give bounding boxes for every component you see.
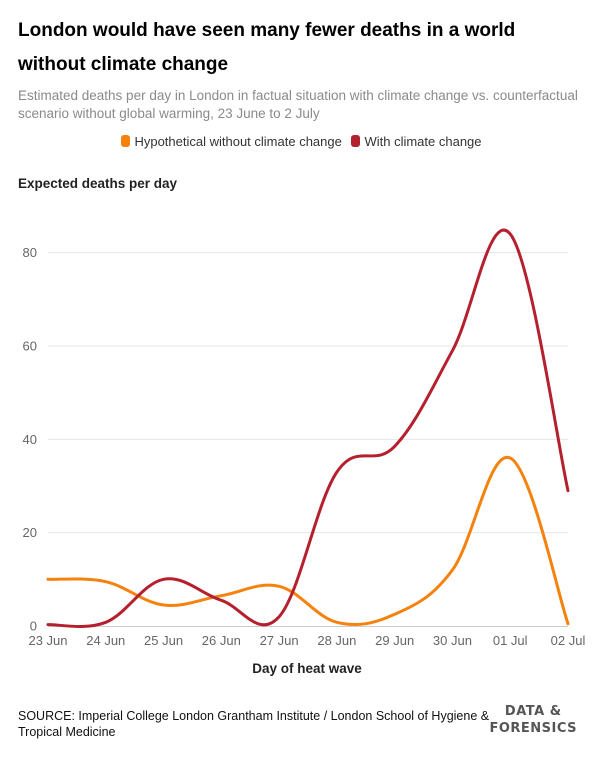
x-tick-label: 23 Jun: [28, 633, 67, 648]
chart-title: London would have seen many fewer deaths…: [18, 20, 516, 75]
legend-swatch-without: [121, 135, 131, 147]
series-line-with-climate-change: [46, 229, 570, 628]
x-tick-label: 02 Jul: [551, 633, 586, 648]
x-tick-label: 30 Jun: [433, 633, 472, 648]
y-axis-title: Expected deaths per day: [18, 176, 178, 191]
y-tick-label: 0: [30, 619, 37, 634]
chart-subtitle: Estimated deaths per day in London in fa…: [18, 88, 578, 121]
legend-label-with: With climate change: [364, 134, 482, 149]
y-tick-label: 80: [23, 245, 37, 260]
x-tick-label: 25 Jun: [144, 633, 183, 648]
legend-item-with[interactable]: With climate change: [351, 134, 482, 149]
x-tick-label: 27 Jun: [260, 633, 299, 648]
x-axis-title: Day of heat wave: [252, 661, 362, 676]
legend-item-without[interactable]: Hypothetical without climate change: [121, 134, 342, 149]
legend: Hypothetical without climate change With…: [0, 134, 603, 149]
source-note: SOURCE: Imperial College London Grantham…: [18, 709, 490, 739]
logo-line-2: FORENSICS: [489, 721, 577, 736]
y-tick-label: 60: [23, 339, 37, 354]
legend-label-without: Hypothetical without climate change: [134, 134, 342, 149]
y-tick-label: 20: [23, 525, 37, 540]
y-tick-label: 40: [23, 432, 37, 447]
x-tick-label: 29 Jun: [375, 633, 414, 648]
legend-swatch-with: [351, 135, 361, 147]
series-line-without-climate-change: [46, 456, 570, 626]
data-forensics-logo: DATA & FORENSICS: [489, 703, 577, 737]
logo-line-1: DATA &: [504, 704, 562, 719]
x-tick-label: 01 Jul: [493, 633, 528, 648]
x-tick-label: 24 Jun: [86, 633, 125, 648]
x-tick-label: 26 Jun: [202, 633, 241, 648]
x-tick-label: 28 Jun: [317, 633, 356, 648]
